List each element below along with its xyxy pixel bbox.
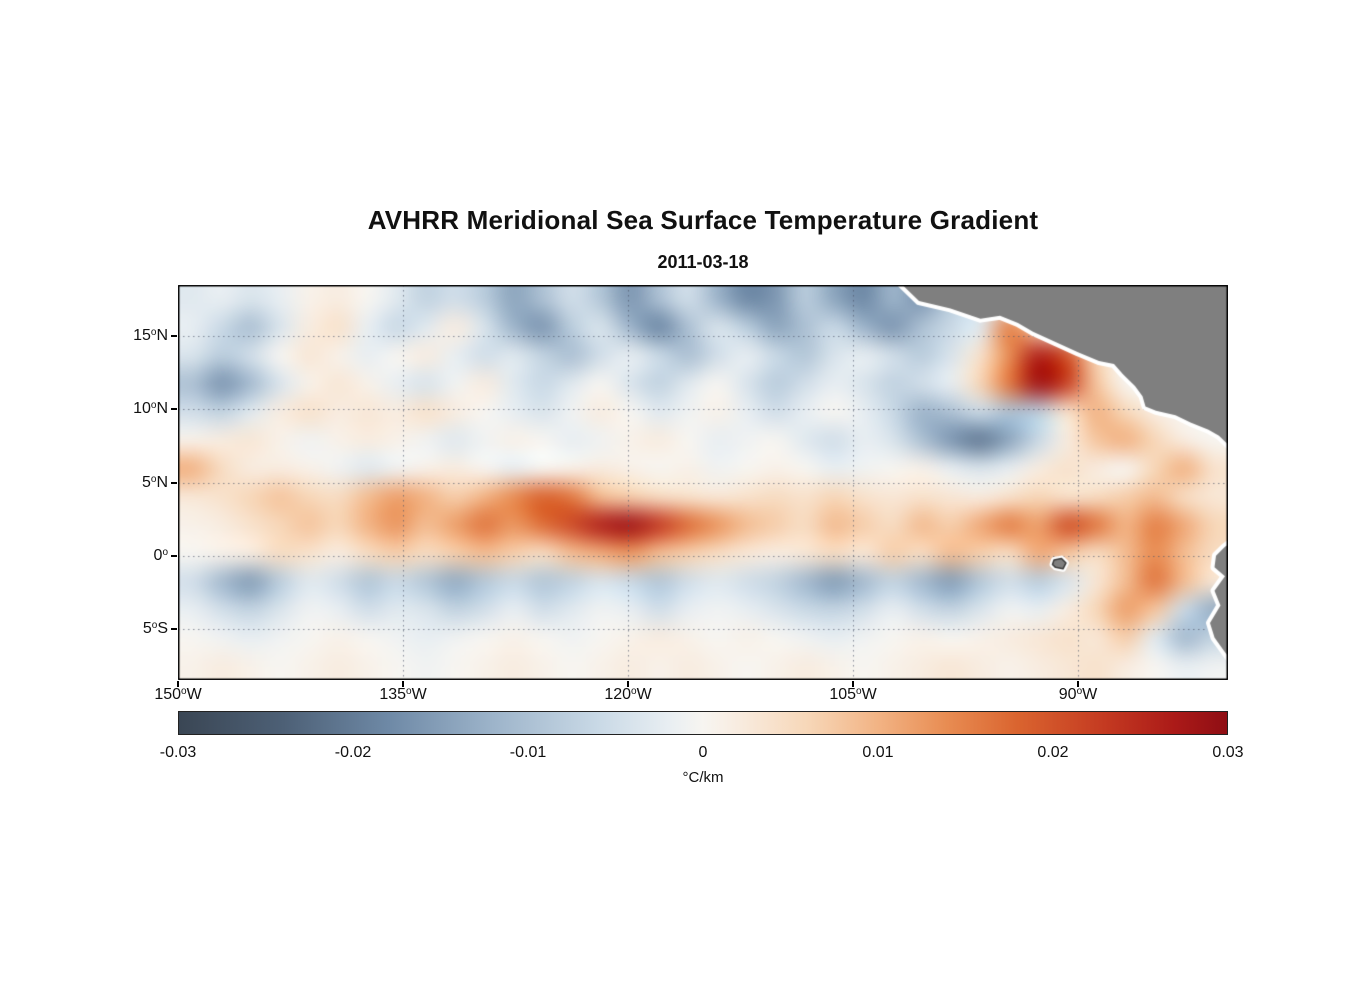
y-tick-label: 5oN bbox=[141, 473, 168, 491]
colorbar-tick-label: -0.02 bbox=[334, 744, 372, 761]
colorbar-gradient bbox=[178, 711, 1228, 735]
plot-area: 150oW 135oW 120oW 105oW 90oW 15oN 10oN 5oN 0o 5o… bbox=[133, 285, 1228, 703]
y-tick-mark bbox=[171, 335, 177, 338]
x-tick-mark bbox=[177, 681, 179, 687]
colorbar-tick-label: 0.02 bbox=[1037, 744, 1069, 761]
y-tick-mark bbox=[171, 627, 177, 630]
x-tick-label: 90oW bbox=[1058, 686, 1098, 703]
x-tick-label: 105oW bbox=[829, 686, 877, 703]
x-tick-mark bbox=[852, 681, 854, 687]
y-tick-label: 0o bbox=[153, 546, 168, 564]
y-tick-mark bbox=[171, 554, 177, 557]
colorbar-tick-label: 0.01 bbox=[862, 744, 894, 761]
y-tick-label: 15oN bbox=[133, 327, 168, 345]
colorbar-tick-label: -0.01 bbox=[509, 744, 547, 761]
x-tick-label: 120oW bbox=[604, 686, 652, 703]
y-tick-label: 5oS bbox=[142, 619, 168, 637]
colorbar-tick-label: 0.03 bbox=[1212, 744, 1244, 761]
x-tick-mark bbox=[402, 681, 404, 687]
y-tick-label: 10oN bbox=[133, 400, 168, 418]
colorbar: -0.03 -0.02 -0.01 0 0.01 0.02 0.03 °C/km bbox=[160, 711, 1244, 786]
y-tick-mark bbox=[171, 408, 177, 411]
chart-title: AVHRR Meridional Sea Surface Temperature… bbox=[367, 205, 1039, 235]
x-tick-label: 150oW bbox=[154, 686, 202, 703]
colorbar-tick-label: -0.03 bbox=[159, 744, 197, 761]
x-tick-mark bbox=[627, 681, 629, 687]
heatmap-canvas bbox=[178, 285, 1228, 680]
x-tick-label: 135oW bbox=[379, 686, 427, 703]
chart-date: 2011-03-18 bbox=[657, 252, 749, 272]
colorbar-unit-label: °C/km bbox=[682, 769, 724, 786]
y-tick-mark bbox=[171, 481, 177, 484]
colorbar-tick-label: 0 bbox=[698, 744, 708, 761]
x-tick-mark bbox=[1077, 681, 1079, 687]
